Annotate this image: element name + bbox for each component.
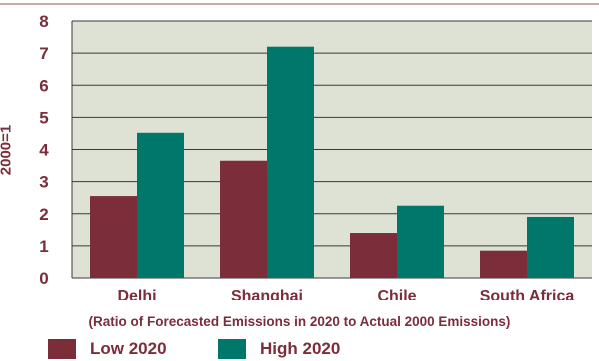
y-tick-label: 4 [39,141,49,160]
x-axis-caption: (Ratio of Forecasted Emissions in 2020 t… [88,314,511,329]
x-tick-label: Shanghai [231,288,303,300]
legend-label-low: Low 2020 [90,339,167,358]
bar-high-delhi [137,132,184,278]
bar-low-chile [350,233,397,278]
top-divider [0,3,599,5]
legend-label-high: High 2020 [260,339,341,358]
bar-low-south-africa [480,250,527,278]
y-tick-labels: 0 1 2 3 4 5 6 7 8 [39,12,49,288]
bar-high-shanghai [267,46,314,279]
bar-low-delhi [90,196,137,278]
y-tick-label: 8 [39,12,48,31]
bars-layer [90,46,574,279]
bar-low-shanghai [220,160,267,278]
y-tick-label: 0 [39,269,48,288]
legend-item-low: Low 2020 [48,338,167,360]
y-tick-label: 7 [39,44,48,63]
x-tick-label: Chile [377,288,416,300]
plot-area: 0 1 2 3 4 5 6 7 8 Delhi Shanghai Chile South Africa [39,12,592,300]
legend-swatch-high [218,339,246,359]
y-tick-label: 1 [39,237,48,256]
legend: Low 2020 High 2020 [0,338,599,360]
bar-high-chile [397,205,444,278]
x-tick-labels: Delhi Shanghai Chile South Africa [117,288,574,300]
x-tick-label: Delhi [117,288,156,300]
bar-high-south-africa [527,216,574,278]
legend-swatch-low [48,339,76,359]
y-tick-label: 2 [39,205,48,224]
y-axis-label: 2000=1 [0,124,15,176]
y-tick-label: 3 [39,173,48,192]
y-tick-label: 5 [39,108,48,127]
x-tick-label: South Africa [480,288,575,300]
legend-item-high: High 2020 [218,338,340,360]
y-tick-label: 6 [39,76,48,95]
